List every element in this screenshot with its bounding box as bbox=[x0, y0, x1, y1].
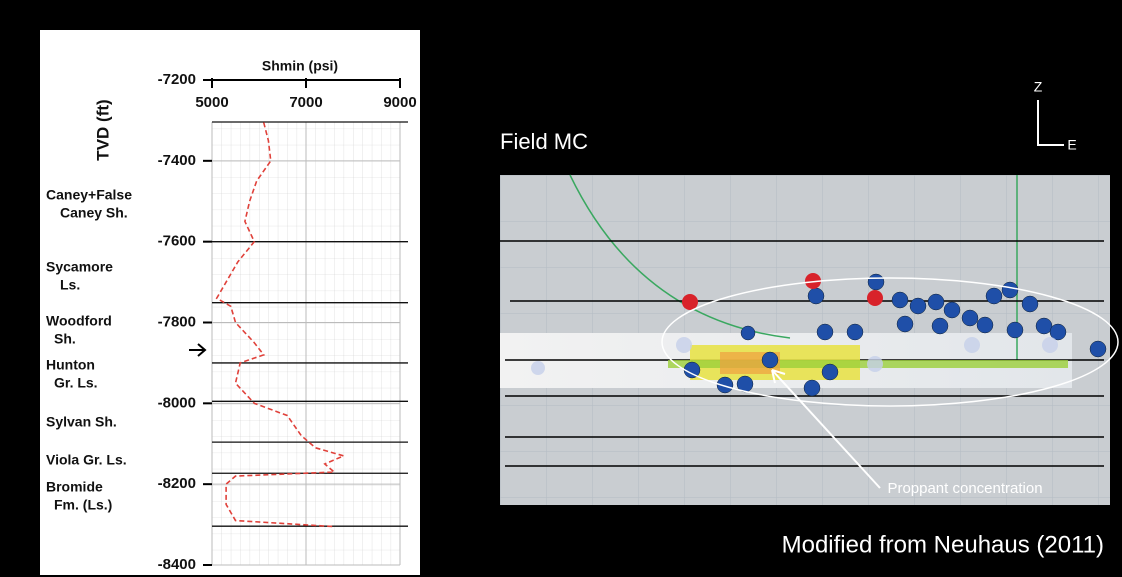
slide: Shmin (psi) TVD (ft) 5000 7000 9000 -7200 -7… bbox=[0, 0, 1122, 577]
formation-label: Fm. (Ls.) bbox=[54, 497, 112, 513]
formation-label: Caney+False bbox=[46, 187, 132, 203]
formation-label: Viola Gr. Ls. bbox=[46, 452, 127, 468]
x-tick-label: 7000 bbox=[289, 94, 322, 111]
formation-label: Ls. bbox=[60, 277, 80, 293]
y-tick-label: -8000 bbox=[158, 394, 196, 411]
formation-label: Hunton bbox=[46, 357, 95, 373]
panel-title: Field MC bbox=[500, 129, 588, 154]
y-tick-label: -7600 bbox=[158, 233, 196, 250]
axis-e: E bbox=[1067, 137, 1076, 153]
credit: Modified from Neuhaus (2011) bbox=[782, 531, 1104, 558]
formation-label: Gr. Ls. bbox=[54, 375, 98, 391]
y-tick-label: -7800 bbox=[158, 313, 196, 330]
y-tick-label: -8400 bbox=[158, 556, 196, 573]
formation-label: Sh. bbox=[54, 331, 76, 347]
page: {"chart_data":{"type":"line","title":"Sh… bbox=[0, 0, 1122, 577]
y-tick-label: -8200 bbox=[158, 475, 196, 492]
y-axis-label: TVD (ft) bbox=[93, 99, 112, 160]
compass bbox=[1038, 100, 1064, 145]
formation-label: Sylvan Sh. bbox=[46, 414, 117, 430]
annotation: Proppant concentration bbox=[887, 480, 1042, 497]
y-tick-label: -7200 bbox=[158, 71, 196, 88]
axis-z: Z bbox=[1034, 79, 1043, 95]
y-tick-label: -7400 bbox=[158, 152, 196, 169]
x-tick-label: 9000 bbox=[383, 94, 416, 111]
formation-label: Sycamore bbox=[46, 259, 113, 275]
microseismic-image: Proppant concentration bbox=[500, 175, 1118, 505]
formation-label: Woodford bbox=[46, 313, 112, 329]
x-tick-label: 5000 bbox=[195, 94, 228, 111]
chart-title: Shmin (psi) bbox=[262, 58, 338, 74]
formation-label: Caney Sh. bbox=[60, 205, 128, 221]
formation-label: Bromide bbox=[46, 479, 103, 495]
